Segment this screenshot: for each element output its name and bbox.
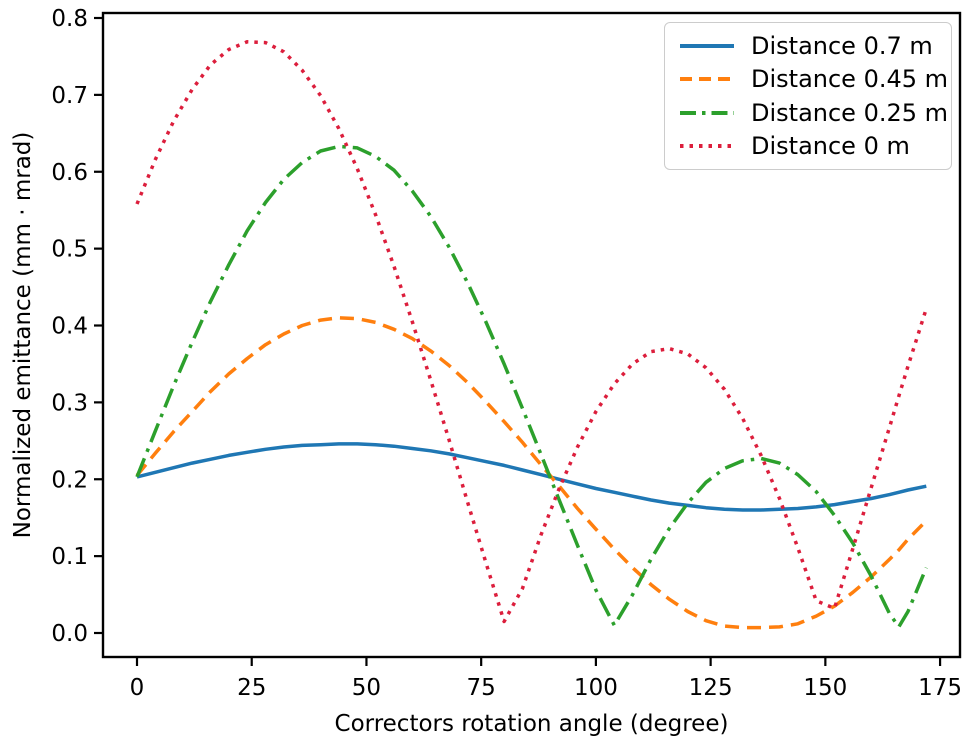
y-tick-label: 0.8 (51, 6, 88, 32)
x-axis-label: Correctors rotation angle (degree) (335, 711, 729, 737)
x-tick-label: 150 (803, 675, 847, 701)
legend-line-sample-solid (680, 43, 734, 48)
y-tick-label: 0.2 (51, 467, 88, 493)
legend-item: Distance 0.25 m (675, 96, 948, 129)
x-tick-label: 100 (574, 675, 618, 701)
legend-label: Distance 0 m (751, 132, 910, 161)
legend-line-sample-dotted (680, 144, 734, 149)
legend-label: Distance 0.25 m (751, 98, 949, 127)
series-line-dotted (135, 40, 928, 624)
x-tick-label: 25 (237, 675, 266, 701)
x-tick-label: 0 (130, 675, 145, 701)
series-line-dashdot (135, 144, 928, 629)
x-tick-label: 175 (918, 675, 962, 701)
legend-line-sample-dashdot (680, 110, 734, 115)
y-tick-label: 0.3 (51, 390, 88, 416)
x-tick-label: 125 (689, 675, 733, 701)
y-tick-label: 0.7 (51, 83, 88, 109)
legend-line-sample-dashed (680, 77, 734, 82)
legend-item: Distance 0.45 m (675, 63, 948, 96)
y-tick-label: 0.4 (51, 314, 88, 340)
legend-item: Distance 0.7 m (675, 29, 941, 62)
legend-label: Distance 0.7 m (751, 31, 933, 60)
legend: Distance 0.7 m Distance 0.45 m Distance 0.… (664, 22, 952, 170)
x-tick-label: 75 (467, 675, 496, 701)
x-tick-label: 50 (352, 675, 381, 701)
y-axis-label: Normalized emittance (mm · mrad) (10, 132, 36, 539)
plot-frame (101, 11, 962, 659)
y-tick-label: 0.6 (51, 160, 88, 186)
series-line-solid (136, 442, 927, 512)
y-tick-label: 0.5 (51, 237, 88, 263)
y-tick-label: 0.0 (51, 621, 88, 647)
y-tick-label: 0.1 (51, 544, 88, 570)
legend-label: Distance 0.45 m (751, 65, 949, 94)
legend-item: Distance 0 m (675, 130, 941, 163)
